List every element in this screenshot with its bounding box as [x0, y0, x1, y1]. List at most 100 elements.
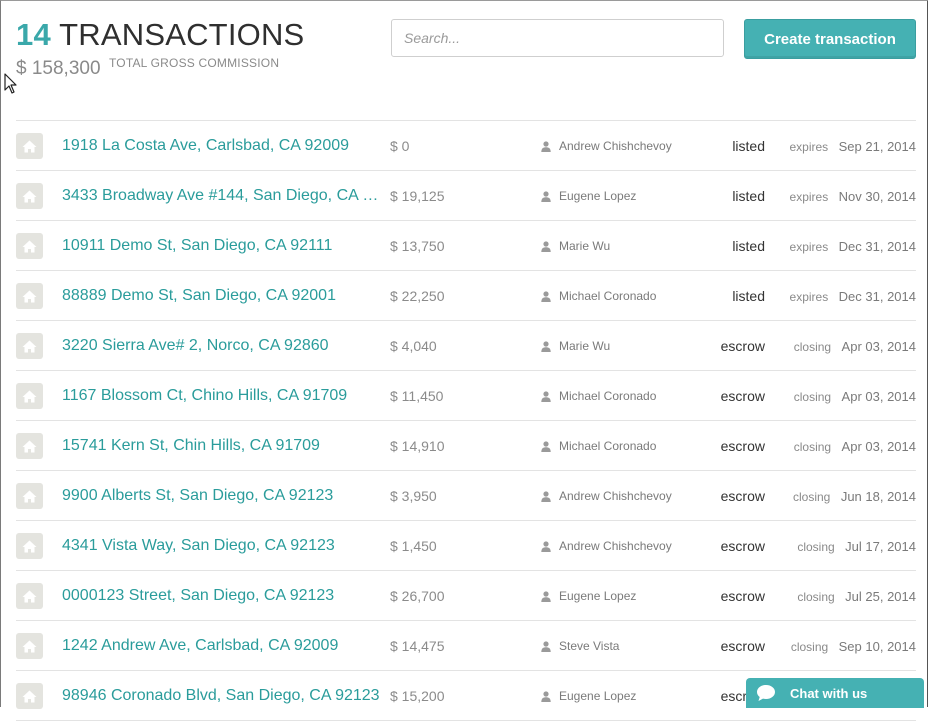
date-label: closing — [793, 390, 832, 404]
agent-name: Eugene Lopez — [559, 589, 637, 603]
transaction-amount: $ 13,750 — [390, 238, 445, 254]
transaction-address-link[interactable]: 9900 Alberts St, San Diego, CA 92123 — [62, 487, 334, 504]
transaction-status: escrow — [720, 338, 765, 354]
transaction-address-link[interactable]: 0000123 Street, San Diego, CA 92123 — [62, 587, 335, 604]
transaction-address-link[interactable]: 3433 Broadway Ave #144, San Diego, CA 92… — [62, 187, 380, 204]
transaction-row[interactable]: 3220 Sierra Ave# 2, Norco, CA 92860 $ 4,… — [16, 321, 916, 371]
search-input[interactable] — [391, 19, 724, 57]
transaction-agent: Marie Wu — [541, 239, 610, 253]
date-value: Apr 03, 2014 — [841, 389, 916, 404]
house-icon — [16, 533, 43, 559]
transaction-status: listed — [732, 238, 765, 254]
transaction-amount: $ 11,450 — [390, 388, 444, 404]
transaction-address-link[interactable]: 4341 Vista Way, San Diego, CA 92123 — [62, 537, 335, 554]
user-icon — [541, 340, 551, 352]
transaction-status: escrow — [720, 488, 765, 504]
user-icon — [541, 390, 551, 402]
transaction-count: 14 — [16, 17, 51, 52]
transaction-amount: $ 19,125 — [390, 188, 445, 204]
transaction-address-link[interactable]: 15741 Kern St, Chin Hills, CA 91709 — [62, 437, 320, 454]
transaction-row[interactable]: 3433 Broadway Ave #144, San Diego, CA 92… — [16, 171, 916, 221]
date-value: Dec 31, 2014 — [838, 289, 916, 304]
page-title: 14 TRANSACTIONS — [16, 18, 304, 52]
agent-name: Marie Wu — [559, 339, 611, 353]
transaction-date: closing Apr 03, 2014 — [794, 388, 916, 406]
transaction-date: closing Jul 17, 2014 — [797, 538, 916, 556]
agent-name: Eugene Lopez — [559, 689, 637, 703]
user-icon — [541, 540, 551, 552]
user-icon — [541, 140, 551, 152]
chat-bubble-icon — [757, 685, 775, 701]
transaction-status: listed — [732, 188, 765, 204]
transaction-agent: Eugene Lopez — [541, 689, 636, 703]
transaction-row[interactable]: 1167 Blossom Ct, Chino Hills, CA 91709 $… — [16, 371, 916, 421]
transaction-address-link[interactable]: 88889 Demo St, San Diego, CA 92001 — [62, 287, 336, 304]
transaction-row[interactable]: 88889 Demo St, San Diego, CA 92001 $ 22,… — [16, 271, 916, 321]
agent-name: Michael Coronado — [559, 439, 657, 453]
date-label: closing — [797, 590, 835, 604]
transaction-status: listed — [732, 288, 765, 304]
date-label: expires — [789, 240, 829, 254]
date-value: Sep 10, 2014 — [838, 639, 916, 654]
transaction-amount: $ 14,910 — [390, 438, 445, 454]
transaction-agent: Eugene Lopez — [541, 589, 636, 603]
transaction-amount: $ 26,700 — [390, 588, 445, 604]
transaction-amount: $ 22,250 — [390, 288, 445, 304]
user-icon — [541, 190, 551, 202]
user-icon — [541, 590, 551, 602]
transaction-date: closing Jul 25, 2014 — [797, 588, 916, 606]
transaction-address-link[interactable]: 3220 Sierra Ave# 2, Norco, CA 92860 — [62, 337, 329, 354]
transaction-row[interactable]: 15741 Kern St, Chin Hills, CA 91709 $ 14… — [16, 421, 916, 471]
chat-label: Chat with us — [790, 685, 868, 701]
transaction-date: closing Apr 03, 2014 — [794, 338, 916, 356]
transaction-address-link[interactable]: 1167 Blossom Ct, Chino Hills, CA 91709 — [62, 387, 348, 404]
chat-widget-button[interactable]: Chat with us — [746, 678, 924, 708]
transaction-address-link[interactable]: 1918 La Costa Ave, Carlsbad, CA 92009 — [62, 137, 350, 154]
transaction-row[interactable]: 10911 Demo St, San Diego, CA 92111 $ 13,… — [16, 221, 916, 271]
transaction-agent: Michael Coronado — [541, 389, 656, 403]
page-header: 14 TRANSACTIONS $ 158,300 TOTAL GROSS CO… — [16, 18, 304, 80]
date-value: Jun 18, 2014 — [840, 489, 916, 504]
transaction-row[interactable]: 1242 Andrew Ave, Carlsbad, CA 92009 $ 14… — [16, 621, 916, 671]
transaction-row[interactable]: 1918 La Costa Ave, Carlsbad, CA 92009 $ … — [16, 121, 916, 171]
agent-name: Michael Coronado — [559, 289, 657, 303]
create-transaction-button[interactable]: Create transaction — [744, 19, 916, 59]
date-label: closing — [790, 640, 829, 654]
transaction-row[interactable]: 0000123 Street, San Diego, CA 92123 $ 26… — [16, 571, 916, 621]
agent-name: Marie Wu — [559, 239, 611, 253]
transaction-address-link[interactable]: 1242 Andrew Ave, Carlsbad, CA 92009 — [62, 637, 339, 654]
house-icon — [16, 283, 43, 309]
transaction-row[interactable]: 9900 Alberts St, San Diego, CA 92123 $ 3… — [16, 471, 916, 521]
house-icon — [16, 133, 43, 159]
transaction-date: closing Sep 10, 2014 — [791, 638, 916, 656]
transaction-date: expires Dec 31, 2014 — [790, 238, 916, 256]
date-value: Dec 31, 2014 — [838, 239, 916, 254]
date-value: Nov 30, 2014 — [838, 189, 916, 204]
house-icon — [16, 633, 43, 659]
house-icon — [16, 333, 43, 359]
agent-name: Andrew Chishchevoy — [559, 139, 672, 153]
house-icon — [16, 683, 43, 709]
transaction-address-link[interactable]: 10911 Demo St, San Diego, CA 92111 — [62, 237, 333, 254]
transaction-status: listed — [732, 138, 765, 154]
date-label: closing — [797, 540, 835, 554]
mouse-cursor-icon — [4, 73, 17, 94]
transaction-agent: Michael Coronado — [541, 439, 656, 453]
transaction-status: escrow — [720, 438, 765, 454]
transaction-address-link[interactable]: 98946 Coronado Blvd, San Diego, CA 92123 — [62, 687, 380, 704]
title-word: TRANSACTIONS — [59, 17, 305, 52]
transaction-row[interactable]: 4341 Vista Way, San Diego, CA 92123 $ 1,… — [16, 521, 916, 571]
transaction-date: expires Sep 21, 2014 — [790, 138, 917, 156]
gross-commission-label: TOTAL GROSS COMMISSION — [108, 56, 280, 70]
transaction-amount: $ 3,950 — [390, 488, 437, 504]
transaction-status: escrow — [720, 638, 765, 654]
date-value: Apr 03, 2014 — [841, 439, 916, 454]
transaction-status: escrow — [720, 538, 765, 554]
transaction-amount: $ 4,040 — [390, 338, 437, 354]
gross-commission-amount: $ 158,300 — [16, 58, 101, 79]
house-icon — [16, 483, 43, 509]
date-label: expires — [789, 290, 829, 304]
transaction-amount: $ 14,475 — [390, 638, 445, 654]
transaction-status: escrow — [720, 588, 765, 604]
transaction-agent: Eugene Lopez — [541, 189, 636, 203]
